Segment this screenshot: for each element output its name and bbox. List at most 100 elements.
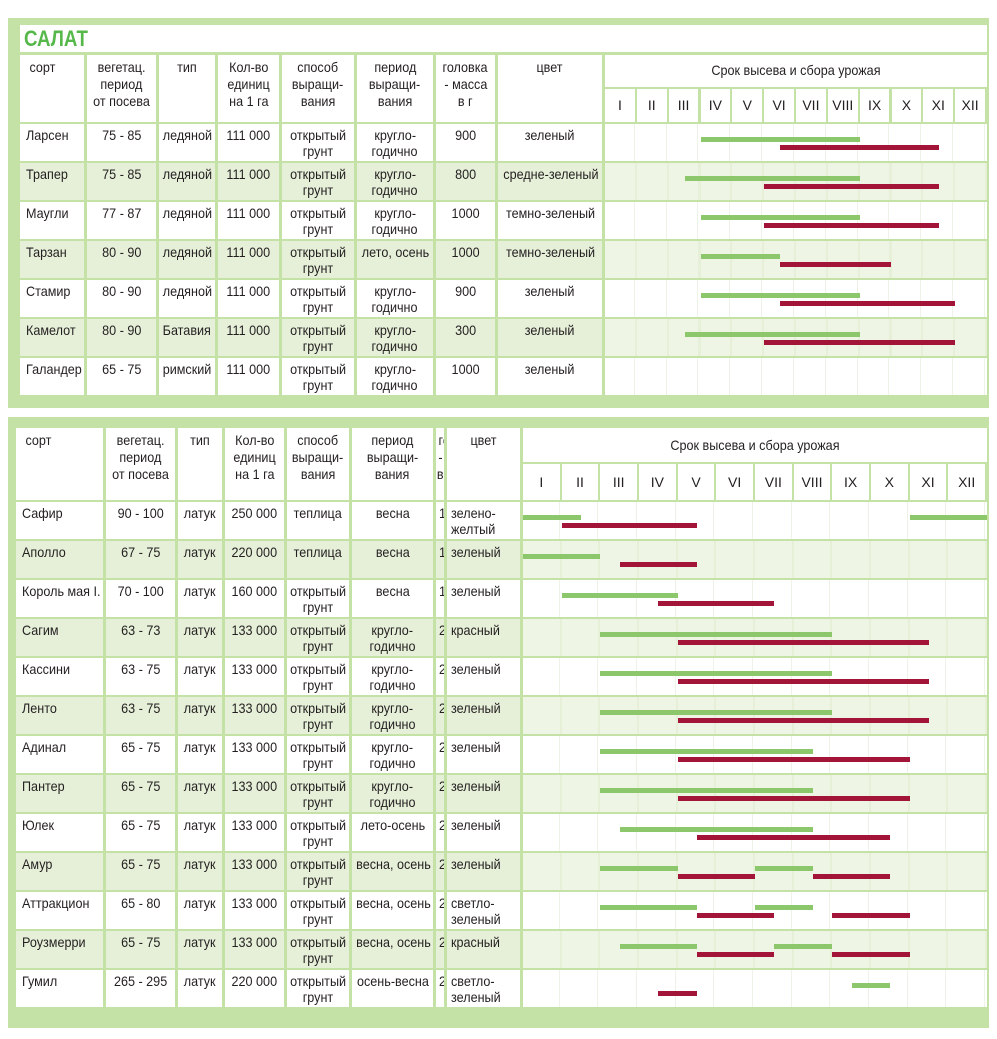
month-cell <box>523 853 560 890</box>
cell-text: годично <box>369 716 416 732</box>
cell-text: Ларсен <box>26 127 69 143</box>
cell-color: зеленый <box>498 124 602 161</box>
cell-text: красный <box>451 622 500 638</box>
cell-text: латук <box>184 700 216 716</box>
cell-text: грунт <box>302 716 334 732</box>
cell-type: ледяной <box>159 163 215 200</box>
cell-text: 265 - 295 <box>113 973 168 989</box>
cell-text: годично <box>369 794 416 810</box>
month-cell <box>668 163 699 200</box>
header-color: цвет <box>447 428 520 500</box>
cell-text: 111 000 <box>226 244 271 260</box>
month-cell <box>909 697 947 734</box>
cell-text: 111 000 <box>226 205 271 221</box>
cell-text: период <box>374 59 416 75</box>
cell-text: открытый <box>290 283 346 299</box>
month-cell <box>716 892 753 929</box>
month-cell <box>923 358 954 395</box>
cell-text: латук <box>184 505 216 521</box>
cell-count: 111 000 <box>218 124 279 161</box>
month-cell <box>716 775 753 812</box>
cell-color: темно-зеленый <box>498 241 602 278</box>
month-cell <box>639 853 676 890</box>
cell-text: 63 - 73 <box>120 622 161 638</box>
cell-text: на 1 га <box>234 466 275 482</box>
cell-text: 65 - 80 <box>120 895 161 911</box>
cell-text: зеленый <box>451 544 501 560</box>
sow-bar <box>619 827 813 832</box>
header-period: период выращи-вания <box>352 428 433 500</box>
cell-text: способ <box>297 432 339 448</box>
cell-text: весна <box>375 505 410 521</box>
month-cell <box>605 241 635 278</box>
sow-bar <box>523 554 601 559</box>
month-cell <box>871 697 908 734</box>
cell-sort: Трапер <box>20 163 84 200</box>
cell-text: 75 - 85 <box>101 127 142 143</box>
cell-text: 180 - 200 <box>439 583 444 599</box>
month-cell <box>600 697 637 734</box>
cell-sort: Король мая I. <box>16 580 103 617</box>
cell-text: 300 <box>454 322 477 338</box>
month-cell <box>716 658 753 695</box>
cell-text: годично <box>369 638 416 654</box>
cell-text: Пантер <box>22 778 65 794</box>
cell-count: 133 000 <box>225 697 284 734</box>
month-cell <box>832 658 869 695</box>
month-cell <box>909 658 947 695</box>
cell-text: зеленый <box>451 989 501 1005</box>
schedule-cells <box>523 970 987 1007</box>
cell-sort: Сагим <box>16 619 103 656</box>
cell-text: грунт <box>302 833 334 849</box>
cell-text: кругло- <box>371 700 414 716</box>
month-cell <box>600 931 637 968</box>
cell-text: годично <box>369 755 416 771</box>
header-count: Кол-во единиц на 1 га <box>218 55 279 122</box>
month-cell <box>605 202 635 239</box>
month-cell <box>832 502 869 539</box>
cell-text: открытый <box>290 661 347 677</box>
cell-text: 65 - 75 <box>120 778 161 794</box>
month-cell <box>523 502 560 539</box>
cell-text: годично <box>372 221 418 237</box>
schedule-header: Срок высева и сбора урожая <box>523 428 987 462</box>
month-cell <box>600 736 637 773</box>
month-header-XII: XII <box>955 88 985 122</box>
cell-text: открытый <box>290 244 346 260</box>
cell-text: годично <box>372 377 418 393</box>
header-type: тип <box>159 55 215 122</box>
cell-type: латук <box>178 697 222 734</box>
cell-method: открытый грунт <box>282 280 354 317</box>
month-cell <box>639 892 676 929</box>
month-cell <box>859 319 890 356</box>
cell-text: цвет <box>536 59 564 75</box>
schedule-cells <box>605 319 987 356</box>
cell-text: 200 - 280 <box>439 895 444 911</box>
month-cell <box>955 202 985 239</box>
schedule-header-text: Срок высева и сбора урожая <box>711 62 881 78</box>
schedule-cells <box>523 814 987 851</box>
cell-text: 80 - 90 <box>101 244 142 260</box>
cell-text: зеленый <box>451 700 501 716</box>
cell-text: Король мая I. <box>22 583 101 599</box>
schedule-cells <box>605 124 987 161</box>
harvest-bar <box>677 718 929 723</box>
cell-text: Кассини <box>22 661 70 677</box>
month-header-VI: VI <box>764 88 794 122</box>
month-header-III: III <box>668 88 699 122</box>
sow-bar <box>600 749 813 754</box>
cell-count: 133 000 <box>225 658 284 695</box>
cell-text: Тарзан <box>26 244 67 260</box>
cell-mass: 100 - 150 <box>436 541 444 578</box>
month-cell <box>891 319 922 356</box>
cell-text: 1000 <box>451 244 480 260</box>
cell-type: латук <box>178 931 222 968</box>
month-cell <box>871 541 908 578</box>
cell-mass: 200 - 280 <box>436 658 444 695</box>
harvest-bar <box>780 145 940 150</box>
month-cell <box>796 241 826 278</box>
cell-text: весна <box>375 583 410 599</box>
cell-text: Галандер <box>26 361 82 377</box>
cell-sort: Гумил <box>16 970 103 1007</box>
